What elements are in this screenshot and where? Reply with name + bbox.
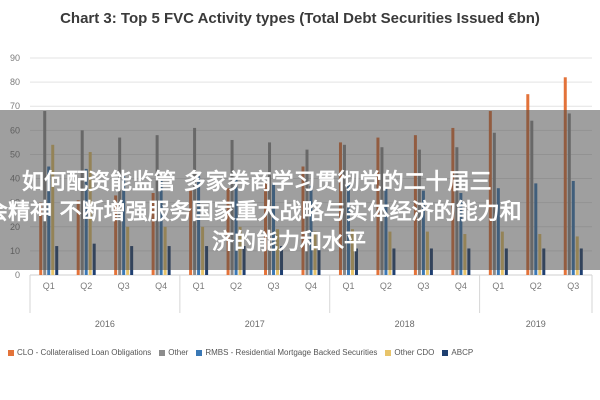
legend-label: ABCP	[451, 348, 474, 357]
x-tick-label: Q4	[305, 281, 317, 291]
x-tick-label: Q4	[455, 281, 467, 291]
legend-swatch	[196, 349, 203, 356]
x-tick-label: Q2	[80, 281, 92, 291]
legend-item: Other	[159, 348, 188, 357]
legend-swatch	[159, 349, 166, 356]
legend-label: Other	[168, 348, 189, 357]
text-overlay-banner: 如何配资能监管 多家券商学习贯彻党的二十届三 会精神 不断增强服务国家重大战略与…	[0, 110, 600, 270]
y-tick-label: 70	[10, 101, 20, 111]
legend-swatch	[385, 349, 392, 356]
y-tick-label: 80	[10, 77, 20, 87]
x-tick-label: Q1	[492, 281, 504, 291]
x-tick-label: Q3	[118, 281, 130, 291]
x-tick-label: Q3	[417, 281, 429, 291]
y-tick-label: 0	[15, 270, 20, 280]
year-label: 2018	[395, 319, 415, 329]
x-tick-label: Q1	[342, 281, 354, 291]
x-tick-label: Q3	[268, 281, 280, 291]
legend-label: Other CDO	[394, 348, 435, 357]
x-tick-label: Q2	[530, 281, 542, 291]
legend-label: RMBS - Residential Mortgage Backed Secur…	[205, 348, 378, 357]
overlay-line-2: 会精神 不断增强服务国家重大战略与实体经济的能力和	[0, 200, 522, 225]
x-tick-label: Q2	[230, 281, 242, 291]
chart-legend: CLO - Collateralised Loan Obligations Oth…	[8, 348, 598, 357]
year-label: 2017	[245, 319, 265, 329]
legend-item: ABCP	[442, 348, 473, 357]
legend-item: Other CDO	[385, 348, 434, 357]
chart-title: Chart 3: Top 5 FVC Activity types (Total…	[60, 10, 540, 27]
legend-label: CLO - Collateralised Loan Obligations	[17, 348, 152, 357]
x-tick-label: Q2	[380, 281, 392, 291]
legend-item: RMBS - Residential Mortgage Backed Secur…	[196, 348, 377, 357]
overlay-line-3: 济的能力和水平	[212, 230, 367, 255]
x-tick-label: Q1	[43, 281, 55, 291]
y-tick-label: 90	[10, 53, 20, 63]
year-label: 2016	[95, 319, 115, 329]
overlay-line-1: 如何配资能监管 多家券商学习贯彻党的二十届三	[22, 170, 492, 195]
x-tick-label: Q3	[567, 281, 579, 291]
x-tick-label: Q1	[193, 281, 205, 291]
legend-swatch	[8, 349, 14, 356]
legend-item: CLO - Collateralised Loan Obligations	[8, 348, 151, 357]
year-label: 2019	[526, 319, 546, 329]
x-tick-label: Q4	[155, 281, 167, 291]
legend-swatch	[442, 349, 449, 356]
